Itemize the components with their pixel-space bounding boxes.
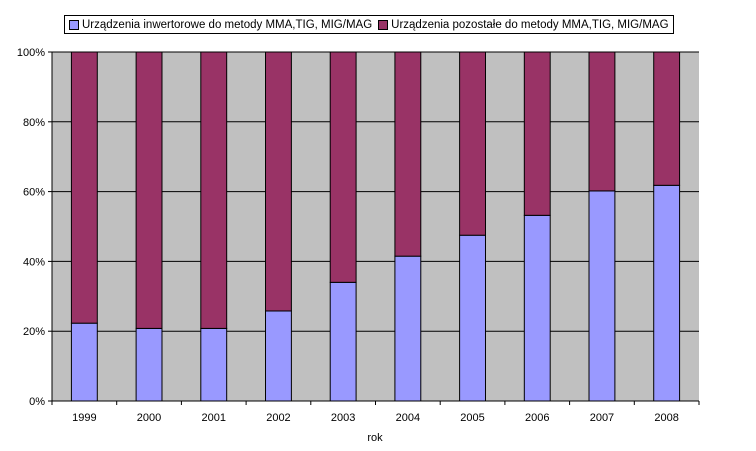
bar-other [265,51,292,312]
y-tick-label: 20% [23,326,45,338]
bar-inverter [394,255,422,402]
bar-other [588,51,616,192]
legend-swatch-other [378,19,389,30]
x-tick-label: 2000 [137,412,161,424]
bar-other [200,51,228,329]
bar-other [653,51,681,186]
bar-other [329,51,357,283]
x-tick-label: 2008 [654,412,678,424]
bar-inverter [265,310,292,402]
y-ticks: 0% 20% 40% 60% 80% 100% [17,47,52,408]
bar-other [70,51,98,324]
legend: Urządzenia inwertorowe do metody MMA,TIG… [64,15,674,34]
bar-other [135,51,163,329]
legend-item-inverter: Urządzenia inwertorowe do metody MMA,TIG… [69,19,372,31]
y-tick-label: 100% [17,47,45,59]
y-tick-label: 60% [23,187,45,199]
y-tick-label: 80% [23,117,45,129]
bar-inverter [200,327,228,402]
bar-inverter [70,322,98,402]
legend-label-other: Urządzenia pozostałe do metody MMA,TIG, … [391,18,669,31]
x-tick-label: 2004 [396,412,420,424]
bar-other [394,51,422,257]
bar-inverter [523,214,551,402]
x-ticks: 1999 2000 2001 2002 2003 2004 2005 2006 2007 2008 [51,401,700,424]
bar-inverter [135,327,163,402]
legend-label-inverter: Urządzenia inwertorowe do metody MMA,TIG… [82,18,373,31]
x-tick-label: 2003 [331,412,355,424]
x-tick-label: 2005 [460,412,484,424]
bar-inverter [588,190,616,402]
x-tick-label: 2001 [202,412,226,424]
legend-swatch-inverter [69,19,79,30]
x-tick-label: 2006 [525,412,549,424]
bar-other [459,51,486,236]
bar-other [523,51,551,216]
bar-inverter [653,184,681,402]
x-tick-label: 1999 [72,412,96,424]
x-tick-label: 2002 [266,412,290,424]
x-tick-label: 2007 [590,412,614,424]
x-axis-label: rok [367,432,383,444]
y-tick-label: 40% [23,256,45,268]
bars [70,51,681,402]
legend-item-other: Urządzenia pozostałe do metody MMA,TIG, … [378,18,669,31]
y-tick-label: 0% [29,396,45,408]
bar-inverter [459,234,486,402]
bar-inverter [329,281,357,402]
